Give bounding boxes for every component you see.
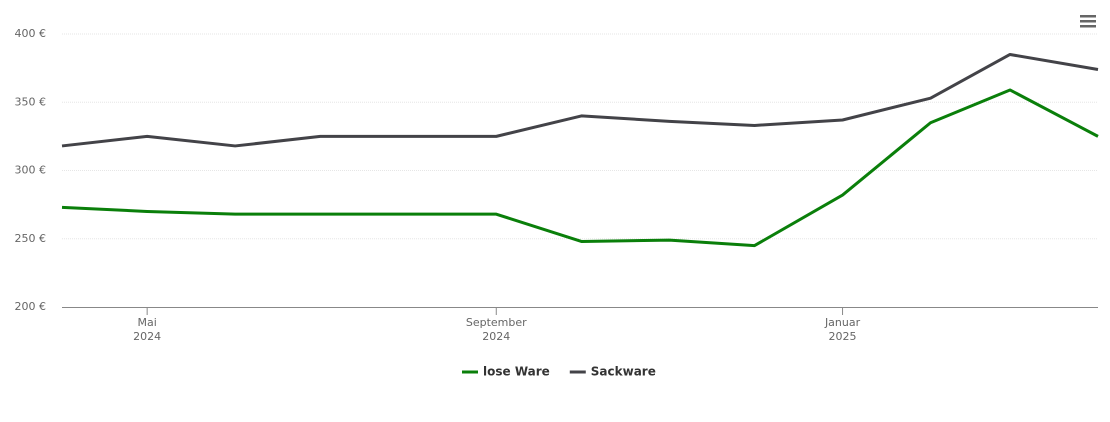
- y-tick-label: 400 €: [15, 27, 47, 40]
- y-tick-label: 200 €: [15, 300, 47, 313]
- y-tick-label: 350 €: [15, 95, 47, 108]
- menu-bar: [1080, 20, 1096, 23]
- x-tick-label: Mai: [138, 316, 157, 329]
- x-tick-label: Januar: [824, 316, 861, 329]
- legend-text: Sackware: [591, 365, 656, 379]
- y-tick-label: 300 €: [15, 164, 47, 177]
- menu-bar: [1080, 25, 1096, 28]
- y-tick-label: 250 €: [15, 232, 47, 245]
- menu-bar: [1080, 15, 1096, 18]
- series-line: [61, 88, 1099, 248]
- x-tick-year: 2025: [829, 330, 857, 343]
- menu-button[interactable]: [1076, 10, 1100, 34]
- series-line: [61, 52, 1099, 148]
- legend-text: lose Ware: [483, 365, 550, 379]
- x-tick-year: 2024: [133, 330, 161, 343]
- x-tick-label: September: [466, 316, 527, 329]
- x-tick-year: 2024: [482, 330, 510, 343]
